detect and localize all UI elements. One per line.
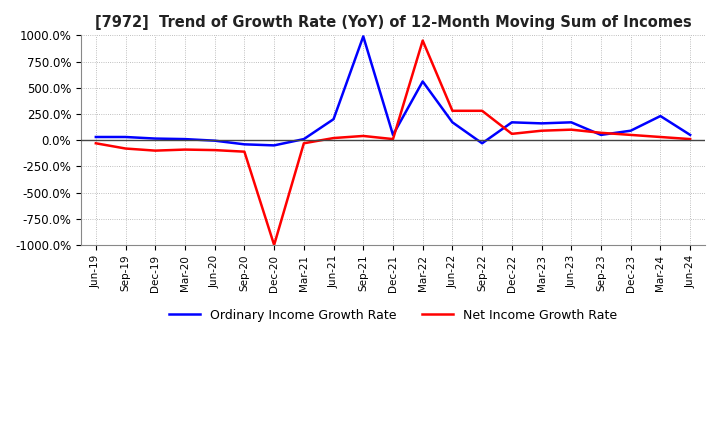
Net Income Growth Rate [626,132,635,138]
Net Income Growth Rate [537,128,546,133]
Ordinary Income Growth Rate [448,120,456,125]
Ordinary Income Growth Rate [656,114,665,119]
Net Income Growth Rate [270,242,279,248]
Net Income Growth Rate [181,147,189,152]
Ordinary Income Growth Rate [597,132,606,138]
Ordinary Income Growth Rate [626,128,635,133]
Net Income Growth Rate [656,134,665,139]
Net Income Growth Rate [597,130,606,136]
Net Income Growth Rate [448,108,456,114]
Net Income Growth Rate [508,131,516,136]
Ordinary Income Growth Rate [686,132,695,138]
Ordinary Income Growth Rate [270,143,279,148]
Ordinary Income Growth Rate [329,117,338,122]
Net Income Growth Rate [300,141,308,146]
Net Income Growth Rate [418,38,427,43]
Net Income Growth Rate [91,141,100,146]
Ordinary Income Growth Rate [359,34,368,39]
Ordinary Income Growth Rate [300,136,308,142]
Ordinary Income Growth Rate [240,142,248,147]
Ordinary Income Growth Rate [151,136,160,141]
Ordinary Income Growth Rate [91,134,100,139]
Ordinary Income Growth Rate [537,121,546,126]
Net Income Growth Rate [359,133,368,139]
Net Income Growth Rate [567,127,575,132]
Line: Ordinary Income Growth Rate: Ordinary Income Growth Rate [96,37,690,145]
Net Income Growth Rate [121,146,130,151]
Ordinary Income Growth Rate [418,79,427,84]
Ordinary Income Growth Rate [478,141,487,146]
Line: Net Income Growth Rate: Net Income Growth Rate [96,40,690,245]
Title: [7972]  Trend of Growth Rate (YoY) of 12-Month Moving Sum of Incomes: [7972] Trend of Growth Rate (YoY) of 12-… [94,15,691,30]
Net Income Growth Rate [240,149,248,154]
Ordinary Income Growth Rate [181,136,189,142]
Ordinary Income Growth Rate [567,120,575,125]
Net Income Growth Rate [329,136,338,141]
Net Income Growth Rate [151,148,160,153]
Legend: Ordinary Income Growth Rate, Net Income Growth Rate: Ordinary Income Growth Rate, Net Income … [164,304,622,327]
Ordinary Income Growth Rate [508,120,516,125]
Ordinary Income Growth Rate [121,134,130,139]
Ordinary Income Growth Rate [210,138,219,143]
Net Income Growth Rate [210,147,219,153]
Net Income Growth Rate [478,108,487,114]
Net Income Growth Rate [389,136,397,142]
Net Income Growth Rate [686,136,695,142]
Ordinary Income Growth Rate [389,132,397,138]
